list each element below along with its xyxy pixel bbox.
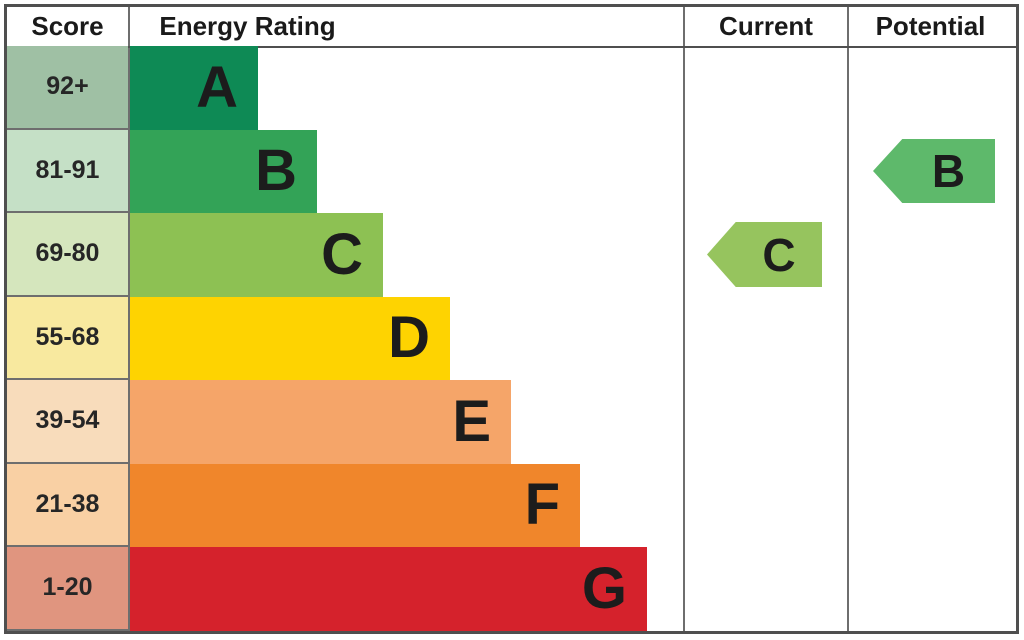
score-band-label: 92+ <box>7 46 128 130</box>
column-header-current: Current <box>719 11 813 41</box>
divider-current-column <box>683 7 685 631</box>
score-band-label: 55-68 <box>7 296 128 380</box>
divider-potential-column <box>847 7 849 631</box>
score-band-label: 81-91 <box>7 129 128 213</box>
rating-bar-b: B <box>130 129 317 213</box>
column-header-energy-rating: Energy Rating <box>159 11 336 41</box>
rating-bar-f: F <box>130 463 580 547</box>
column-header-score: Score <box>31 11 104 41</box>
rating-row-b: 81-91 B <box>7 129 1016 213</box>
score-band-label: 39-54 <box>7 380 128 464</box>
rating-row-c: 69-80 C <box>7 213 1016 297</box>
column-header-potential: Potential <box>875 11 986 41</box>
rating-bar-g: G <box>130 547 647 631</box>
divider-score-column <box>128 7 130 631</box>
rating-bar-d: D <box>130 296 450 380</box>
rating-row-g: 1-20 G <box>7 547 1016 631</box>
rating-row-e: 39-54 E <box>7 380 1016 464</box>
rating-bar-c: C <box>130 213 383 297</box>
rating-bar-a: A <box>130 46 258 130</box>
rating-bar-e: E <box>130 380 511 464</box>
rating-row-d: 55-68 D <box>7 296 1016 380</box>
score-band-label: 21-38 <box>7 463 128 547</box>
score-band-label: 69-80 <box>7 213 128 297</box>
current-rating-arrow-icon: C <box>707 222 822 287</box>
header-underline <box>7 46 1016 48</box>
rating-table: Score Energy Rating Current Potential 92… <box>4 4 1019 634</box>
rating-row-a: 92+ A <box>7 46 1016 130</box>
rating-row-f: 21-38 F <box>7 463 1016 547</box>
potential-rating-arrow-icon: B <box>873 139 995 203</box>
score-band-label: 1-20 <box>7 547 128 631</box>
